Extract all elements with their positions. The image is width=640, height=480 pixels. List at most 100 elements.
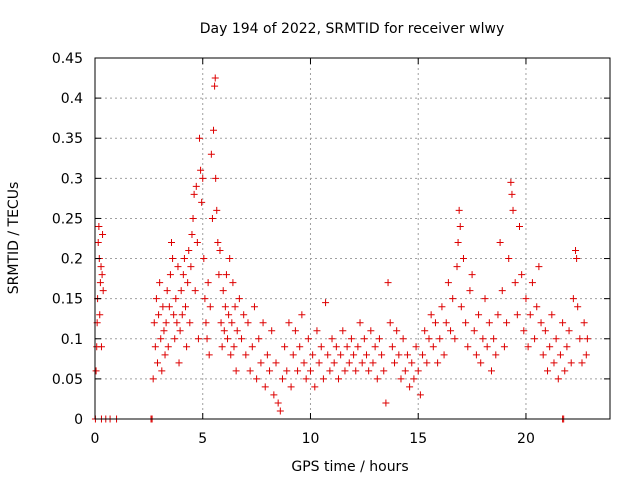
data-point bbox=[163, 287, 171, 295]
data-point bbox=[151, 343, 159, 351]
data-point bbox=[306, 367, 314, 375]
data-point bbox=[190, 190, 198, 198]
data-point bbox=[266, 367, 274, 375]
data-point bbox=[569, 295, 577, 303]
data-point bbox=[171, 335, 179, 343]
data-point bbox=[180, 255, 188, 263]
data-point bbox=[378, 351, 386, 359]
data-point bbox=[354, 343, 362, 351]
data-point bbox=[508, 190, 516, 198]
data-point bbox=[215, 271, 223, 279]
data-point bbox=[436, 335, 444, 343]
data-point bbox=[221, 303, 229, 311]
x-axis-label: GPS time / hours bbox=[291, 459, 408, 475]
data-point bbox=[337, 351, 345, 359]
data-point bbox=[520, 327, 528, 335]
data-point bbox=[365, 367, 373, 375]
data-point bbox=[208, 214, 216, 222]
data-point bbox=[194, 335, 202, 343]
data-point bbox=[272, 359, 280, 367]
data-point bbox=[384, 279, 392, 287]
data-point bbox=[226, 255, 234, 263]
data-point bbox=[203, 335, 211, 343]
x-tick-label: 20 bbox=[517, 431, 535, 447]
data-point bbox=[177, 287, 185, 295]
data-point bbox=[477, 359, 485, 367]
data-point bbox=[554, 375, 562, 383]
y-tick-label: 0.3 bbox=[61, 171, 83, 187]
data-point bbox=[395, 351, 403, 359]
data-point bbox=[485, 319, 493, 327]
data-point bbox=[548, 311, 556, 319]
data-point bbox=[431, 319, 439, 327]
data-point bbox=[227, 351, 235, 359]
y-tick-label: 0.15 bbox=[52, 292, 83, 308]
data-point bbox=[315, 359, 323, 367]
data-point bbox=[213, 206, 221, 214]
data-point bbox=[537, 319, 545, 327]
y-tick-label: 0.1 bbox=[61, 332, 83, 348]
data-point bbox=[228, 319, 236, 327]
data-point bbox=[524, 343, 532, 351]
data-point bbox=[172, 295, 180, 303]
x-tick-label: 15 bbox=[409, 431, 427, 447]
data-point bbox=[371, 343, 379, 351]
y-tick-label: 0.2 bbox=[61, 252, 83, 268]
data-point bbox=[97, 263, 105, 271]
data-point bbox=[156, 279, 164, 287]
data-point bbox=[317, 343, 325, 351]
data-point bbox=[503, 319, 511, 327]
data-point bbox=[199, 174, 207, 182]
data-point bbox=[322, 299, 330, 307]
data-point bbox=[332, 343, 340, 351]
data-point bbox=[583, 335, 591, 343]
data-point bbox=[159, 303, 167, 311]
data-point bbox=[423, 359, 431, 367]
data-point bbox=[462, 319, 470, 327]
data-point bbox=[539, 351, 547, 359]
data-point bbox=[578, 359, 586, 367]
data-point bbox=[507, 178, 515, 186]
data-point bbox=[324, 351, 332, 359]
data-point bbox=[561, 367, 569, 375]
data-point bbox=[232, 367, 240, 375]
data-point bbox=[328, 335, 336, 343]
data-point bbox=[160, 327, 168, 335]
data-point bbox=[427, 311, 435, 319]
data-point bbox=[438, 303, 446, 311]
x-tick-label: 10 bbox=[302, 431, 320, 447]
data-point bbox=[511, 279, 519, 287]
data-point bbox=[367, 327, 375, 335]
data-point bbox=[92, 367, 100, 375]
data-point bbox=[165, 303, 173, 311]
data-point bbox=[210, 126, 218, 134]
data-point bbox=[313, 327, 321, 335]
data-point bbox=[217, 319, 225, 327]
data-point bbox=[393, 327, 401, 335]
data-point bbox=[414, 367, 422, 375]
data-point bbox=[454, 239, 462, 247]
data-point bbox=[496, 239, 504, 247]
data-point bbox=[294, 367, 302, 375]
data-point bbox=[152, 295, 160, 303]
data-point bbox=[487, 367, 495, 375]
data-point bbox=[326, 367, 334, 375]
chart-title: Day 194 of 2022, SRMTID for receiver wlw… bbox=[200, 21, 505, 37]
data-point bbox=[567, 359, 575, 367]
data-point bbox=[572, 247, 580, 255]
data-point bbox=[212, 174, 220, 182]
data-point bbox=[582, 351, 590, 359]
data-point bbox=[311, 383, 319, 391]
data-point bbox=[363, 351, 371, 359]
data-point bbox=[481, 295, 489, 303]
data-point bbox=[375, 335, 383, 343]
data-point bbox=[202, 319, 210, 327]
data-point bbox=[197, 166, 205, 174]
data-point bbox=[453, 263, 461, 271]
data-point bbox=[291, 327, 299, 335]
data-point bbox=[176, 327, 184, 335]
data-point bbox=[175, 359, 183, 367]
grid bbox=[95, 58, 610, 419]
data-point bbox=[334, 375, 342, 383]
data-point bbox=[498, 287, 506, 295]
